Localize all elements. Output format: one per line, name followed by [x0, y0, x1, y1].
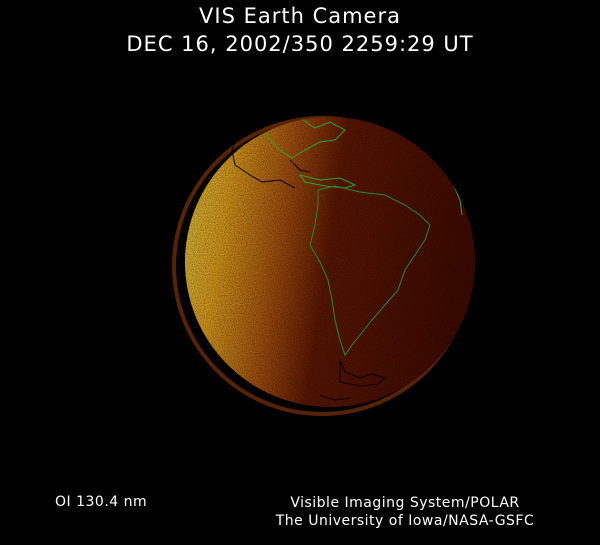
image-title: VIS Earth Camera: [199, 4, 401, 28]
image-timestamp: DEC 16, 2002/350 2259:29 UT: [126, 32, 474, 56]
instrument-credit: Visible Imaging System/POLAR: [290, 495, 520, 511]
wavelength-label: OI 130.4 nm: [55, 494, 148, 510]
credit-block: Visible Imaging System/POLAR The Univers…: [250, 494, 560, 530]
institution-credit: The University of Iowa/NASA-GSFC: [275, 513, 535, 529]
coastlines-shadow: [231, 129, 387, 401]
noise-texture: [185, 117, 475, 407]
